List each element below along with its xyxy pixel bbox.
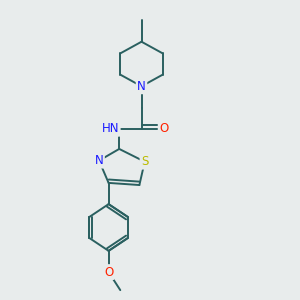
- Text: N: N: [137, 80, 146, 93]
- Text: S: S: [141, 155, 148, 168]
- Text: O: O: [104, 266, 113, 279]
- Text: N: N: [95, 154, 103, 167]
- Text: O: O: [159, 122, 168, 135]
- Text: HN: HN: [102, 122, 119, 135]
